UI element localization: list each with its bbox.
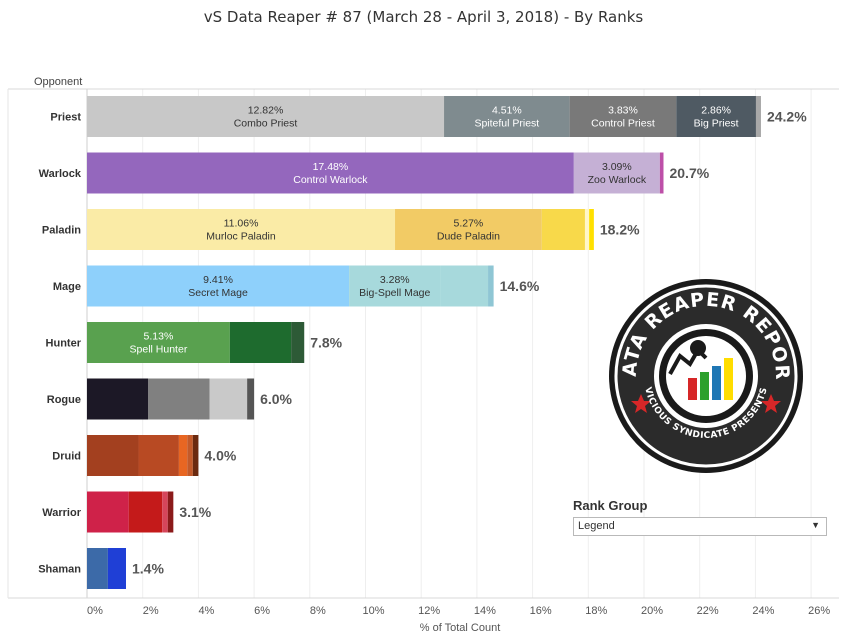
segment-value-label: 5.27% [454,218,484,230]
x-tick-label: 6% [254,605,270,617]
bar-segment[interactable] [87,209,396,250]
segment-value-label: 2.86% [701,105,731,117]
dropdown-arrow-icon[interactable]: ▼ [811,520,820,530]
category-label: Hunter [46,338,82,350]
chart-title: vS Data Reaper # 87 (March 28 - April 3,… [203,8,644,26]
x-tick-label: 10% [362,605,384,617]
total-label: 20.7% [669,165,709,181]
segment-archetype-label: Dude Paladin [437,231,500,243]
x-tick-label: 14% [474,605,496,617]
segment-archetype-label: Murloc Paladin [206,231,276,243]
category-label: Warlock [39,168,82,180]
segment-archetype-label: Big Priest [694,118,739,130]
segment-archetype-label: Zoo Warlock [588,174,647,186]
bar-segment[interactable] [349,265,441,307]
bar-segment[interactable] [569,96,677,137]
rank-group-label: Rank Group [573,498,648,513]
x-axis-label: % of Total Count [420,622,501,634]
bar-segment[interactable] [395,209,542,250]
bar-segment[interactable] [573,152,660,194]
bar-segment[interactable] [87,152,574,194]
bar-segment[interactable] [128,491,163,533]
bar-segment[interactable] [167,491,174,533]
segment-archetype-label: Spiteful Priest [474,118,539,130]
segment-archetype-label: Secret Mage [188,287,248,299]
total-label: 24.2% [767,109,807,125]
category-label: Priest [50,112,81,124]
bar-segment[interactable] [229,322,292,363]
row-header: Opponent [34,76,82,88]
category-label: Warrior [42,507,81,519]
total-label: 7.8% [310,335,342,351]
bar-segment[interactable] [87,491,129,533]
bar-segment[interactable] [440,265,489,307]
data-reaper-report-logo: DATA REAPER REPORT VICIOUS SYNDICATE PRE… [606,276,803,473]
segment-value-label: 3.83% [608,105,638,117]
segment-value-label: 9.41% [203,274,233,286]
category-label: Mage [53,281,81,293]
segment-value-label: 5.13% [144,331,174,343]
segment-value-label: 3.28% [380,274,410,286]
bar-segment[interactable] [187,435,193,476]
bar-segment[interactable] [488,265,494,307]
x-tick-label: 22% [697,605,719,617]
bar-segment[interactable] [87,548,108,589]
segment-value-label: 12.82% [248,105,284,117]
bar-segment[interactable] [676,96,756,137]
bar-segment[interactable] [589,209,594,250]
bar-segment[interactable] [87,322,230,363]
segment-archetype-label: Combo Priest [234,118,298,130]
bar-segment[interactable] [444,96,570,137]
bar-segment[interactable] [138,435,179,476]
x-tick-label: 2% [143,605,159,617]
bar-segment[interactable] [209,378,248,420]
segment-archetype-label: Control Warlock [293,174,368,186]
x-tick-label: 0% [87,605,103,617]
segment-value-label: 17.48% [313,161,349,173]
bar-segment[interactable] [178,435,188,476]
x-tick-label: 16% [530,605,552,617]
bar-segment[interactable] [87,265,350,307]
bar-segment[interactable] [755,96,761,137]
bar-segment[interactable] [87,96,445,137]
category-label: Druid [52,451,81,463]
segment-value-label: 3.09% [602,161,632,173]
total-label: 6.0% [260,391,292,407]
segment-value-label: 11.06% [224,218,259,230]
total-label: 14.6% [500,278,540,294]
total-label: 1.4% [132,561,164,577]
bar-segment[interactable] [148,378,210,420]
x-tick-label: 20% [641,605,663,617]
bar-segment[interactable] [291,322,305,363]
x-tick-label: 24% [752,605,774,617]
total-label: 18.2% [600,222,640,238]
segment-value-label: 4.51% [492,105,522,117]
segment-archetype-label: Spell Hunter [130,344,188,356]
segment-archetype-label: Big-Spell Mage [359,287,430,299]
category-label: Paladin [42,225,81,237]
x-tick-label: 26% [808,605,830,617]
total-label: 4.0% [204,448,236,464]
bar-segment[interactable] [162,491,168,533]
bar-segment[interactable] [87,435,139,476]
bar-segment[interactable] [107,548,126,589]
category-label: Rogue [47,394,81,406]
x-tick-label: 12% [418,605,440,617]
bar-segment[interactable] [541,209,585,250]
x-tick-label: 18% [585,605,607,617]
rank-group-dropdown[interactable]: Legend ▼ [573,517,827,536]
bar-segment[interactable] [247,378,255,420]
total-label: 3.1% [179,504,211,520]
segment-archetype-label: Control Priest [591,118,655,130]
rank-group-selected: Legend [578,520,615,532]
bar-segment[interactable] [192,435,199,476]
x-tick-label: 8% [310,605,326,617]
bar-segment[interactable] [87,378,149,420]
category-label: Shaman [38,564,81,576]
x-tick-label: 4% [198,605,214,617]
bar-segment[interactable] [659,152,664,194]
bar-segment[interactable] [584,209,590,250]
